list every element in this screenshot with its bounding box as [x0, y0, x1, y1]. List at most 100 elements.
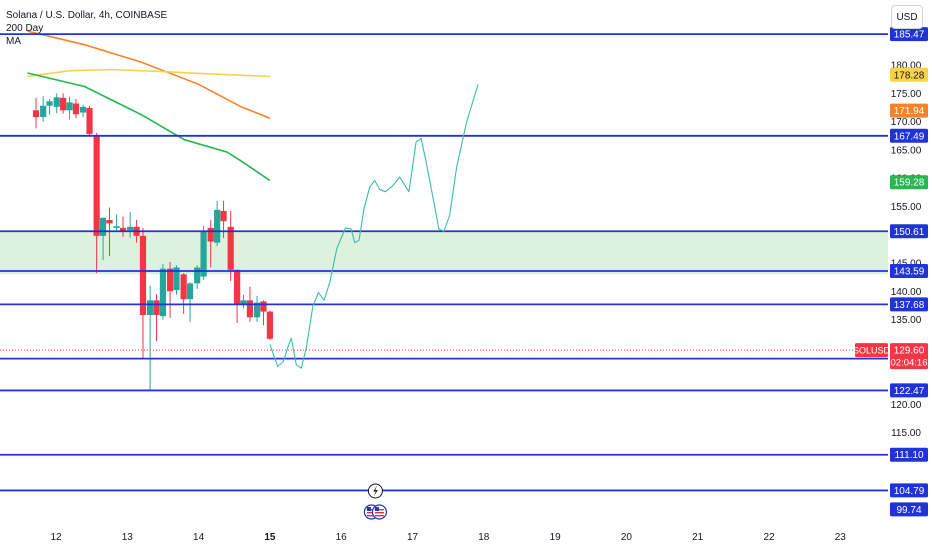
candle: [173, 265, 180, 295]
candle-body: [99, 217, 107, 236]
candle: [253, 295, 261, 322]
currency-button[interactable]: USD: [891, 5, 923, 29]
ma-price-badge-bg: [890, 67, 928, 82]
candle: [86, 105, 93, 137]
candle: [53, 93, 60, 114]
time-tick-label: 15: [264, 532, 276, 543]
candle-body: [127, 226, 134, 231]
time-tick-label: 19: [550, 532, 562, 543]
candle-body: [260, 301, 267, 312]
ma-price-badge: 178.28: [894, 70, 925, 81]
level-price-badge: 185.47: [894, 30, 925, 41]
candle-body: [220, 210, 227, 222]
candle-body: [113, 226, 120, 228]
level-price-badge-bg: [890, 263, 928, 278]
us-flag-stripe: [374, 512, 384, 514]
candle-body: [186, 283, 194, 300]
level-price-badge-bg: [890, 128, 928, 143]
candle-body: [180, 274, 187, 300]
current-price-value: 129.60: [894, 346, 925, 357]
level-price-badge-bg: [890, 447, 928, 462]
candle-body: [234, 269, 241, 304]
support-zone: [0, 231, 888, 275]
candle: [153, 294, 160, 342]
candle-body: [119, 227, 127, 232]
moving-average-line-3: [27, 72, 271, 182]
candle-body: [253, 302, 261, 318]
level-price-badge: 111.10: [894, 450, 924, 461]
us-flag-stripe: [374, 515, 384, 517]
level-price-badge: 122.47: [894, 386, 925, 397]
candle: [113, 214, 120, 232]
level-price-badge-bg: [890, 224, 928, 239]
candle-body: [46, 101, 53, 106]
level-price-badge-bg: [890, 383, 928, 398]
level-price-badge-bg: [890, 297, 928, 312]
moving-average-line-1: [27, 30, 271, 119]
candle-body: [227, 226, 234, 270]
level-price-badge: 104.79: [894, 486, 925, 497]
candle-body: [93, 135, 100, 236]
candle-body: [200, 231, 207, 277]
indicator-type-line[interactable]: MA: [6, 36, 21, 47]
ma-price-badge-bg: [890, 103, 928, 118]
candle-body: [40, 105, 47, 118]
candle-body: [86, 108, 93, 135]
price-tick-label: 180.00: [891, 61, 922, 72]
candle: [127, 212, 134, 238]
us-flag-canton: [374, 507, 379, 511]
level-price-badge: 143.59: [894, 266, 925, 277]
level-price-badge-bg: [890, 483, 928, 498]
price-tick-label: 155.00: [891, 202, 922, 213]
candle-body: [194, 267, 201, 284]
price-tick-label: 115.00: [891, 428, 921, 439]
candle-body: [139, 235, 147, 316]
time-tick-label: 18: [478, 532, 490, 543]
us-flag-canton: [366, 507, 371, 511]
us-flag-stripe: [366, 512, 376, 514]
ma-price-badge: 159.28: [894, 178, 925, 189]
extra-price-badge: 99.74: [896, 505, 921, 516]
candle-body: [60, 97, 67, 111]
flag-event-icons[interactable]: [363, 504, 388, 520]
candle: [234, 269, 241, 323]
moving-average-line-2: [27, 68, 270, 78]
symbol-title[interactable]: Solana / U.S. Dollar, 4h, COINBASE: [6, 10, 168, 21]
level-price-badge: 167.49: [894, 131, 925, 142]
level-price-badge-bg: [890, 27, 928, 42]
extra-price-badge-bg: [890, 502, 928, 517]
candle: [32, 97, 40, 129]
candle-body: [72, 103, 80, 115]
candle: [40, 96, 47, 122]
candle-body: [246, 300, 254, 318]
time-tick-label: 23: [835, 532, 847, 543]
price-tick-label: 135.00: [891, 315, 922, 326]
candle-body: [79, 106, 87, 113]
candle: [99, 217, 107, 261]
time-axis[interactable]: [0, 527, 932, 550]
time-tick-label: 20: [621, 532, 633, 543]
projection-path[interactable]: [269, 84, 479, 369]
candle: [139, 227, 147, 359]
symbol-badge-bg: [855, 343, 888, 358]
price-tick-label: 175.00: [891, 89, 922, 100]
price-tick-label: 170.00: [891, 117, 922, 128]
candle: [159, 264, 167, 320]
candle: [227, 210, 234, 282]
current-price-timer: 02:04:16: [891, 358, 928, 369]
time-tick-label: 17: [407, 532, 419, 543]
lightning-event-icon[interactable]: [367, 483, 383, 499]
candle: [186, 282, 194, 322]
us-flag-stripe: [374, 509, 384, 511]
indicator-name-line[interactable]: 200 Day: [6, 23, 44, 34]
candle-body: [153, 300, 160, 316]
candle-body: [214, 209, 221, 243]
time-tick-label: 14: [193, 532, 205, 543]
candle: [214, 200, 221, 247]
candle-body: [32, 110, 40, 118]
time-tick-label: 16: [336, 532, 348, 543]
symbol-badge: SOLUSD: [853, 346, 891, 356]
candle: [60, 93, 67, 114]
